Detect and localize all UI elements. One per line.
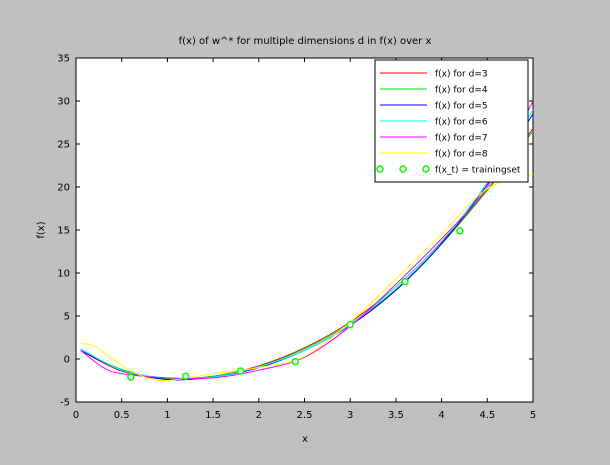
x-tick-label: 1.5 [205, 410, 221, 421]
training-point [346, 320, 354, 329]
legend: f(x) for d=3 f(x) for d=4 f(x) for d=5 f(x)… [374, 59, 529, 183]
y-tick-label: 35 [57, 54, 70, 65]
training-point [236, 367, 245, 375]
training-point [401, 277, 409, 286]
training-point [127, 373, 135, 381]
legend-items: f(x) for d=3 f(x) for d=4 f(x) for d=5 f(x)… [376, 70, 521, 176]
legend-label-5: f(x) for d=7 [435, 134, 488, 144]
legend-label-6: f(x) for d=8 [435, 150, 488, 160]
x-tick-label: 0 [73, 410, 79, 421]
x-tick-label: 5 [530, 410, 536, 421]
x-axis-label: x [302, 434, 308, 445]
y-tick-label: -5 [60, 398, 70, 409]
training-point [291, 357, 300, 366]
y-tick-label: 10 [57, 269, 70, 280]
x-tick-label: 4 [438, 410, 444, 421]
y-axis-label: f(x) [36, 221, 47, 238]
training-point [456, 227, 464, 235]
legend-marker-training [376, 165, 384, 173]
x-tick-label: 3.5 [388, 410, 404, 421]
training-point [181, 372, 190, 380]
y-tick-label: 25 [57, 140, 70, 151]
x-tick-label: 0.5 [114, 410, 130, 421]
legend-marker-training [422, 165, 430, 173]
y-tick-label: 15 [57, 226, 70, 237]
legend-label-1: f(x) for d=3 [435, 70, 488, 80]
legend-label-training: f(x_t) = trainingset [435, 166, 521, 176]
y-tick-label: 20 [57, 183, 70, 194]
training-points-layer [127, 227, 464, 381]
y-tick-label: 0 [64, 355, 70, 366]
x-tick-label: 3 [347, 410, 353, 421]
y-tick-label: 5 [64, 312, 70, 323]
legend-label-3: f(x) for d=5 [435, 102, 488, 112]
x-tick-label: 2.5 [297, 410, 313, 421]
x-tick-label: 1 [164, 410, 170, 421]
legend-marker-training [399, 165, 407, 173]
y-tick-label: 30 [57, 97, 70, 108]
legend-label-4: f(x) for d=6 [435, 118, 488, 128]
series-line-6 [80, 173, 534, 382]
x-tick-label: 4.5 [479, 410, 495, 421]
legend-label-2: f(x) for d=4 [435, 86, 488, 96]
chart-title: f(x) of w^* for multiple dimensions d in… [179, 36, 432, 47]
x-tick-label: 2 [256, 410, 262, 421]
